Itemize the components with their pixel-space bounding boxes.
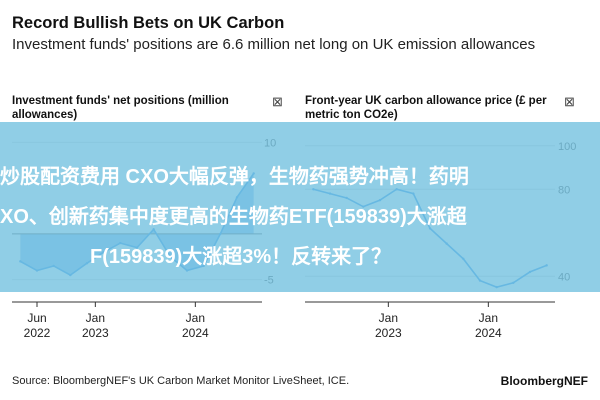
close-box-icon[interactable]: ⊠ <box>564 94 575 109</box>
x-tick-label: 2022 <box>24 326 51 340</box>
overlay-headline-line-1: 炒股配资费用 CXO大幅反弹，生物药强势冲高！药明 <box>0 166 469 188</box>
close-box-icon[interactable]: ⊠ <box>272 94 283 109</box>
overlay-headline-line-2: XO、创新药集中度更高的生物药ETF(159839)大涨超 <box>0 206 467 228</box>
x-tick-label: 2023 <box>375 326 402 340</box>
chart-subtitle: Investment funds' positions are 6.6 mill… <box>12 36 536 53</box>
x-tick-label: 2023 <box>82 326 109 340</box>
x-tick-label: Jan <box>186 311 205 325</box>
x-tick-label: Jan <box>379 311 398 325</box>
x-tick-label: Jan <box>86 311 105 325</box>
brand-logo-text: BloombergNEF <box>500 374 588 388</box>
overlay-banner <box>0 122 600 292</box>
right-panel-title: Front-year UK carbon allowance price (£ … <box>305 95 547 121</box>
x-tick-label: 2024 <box>475 326 502 340</box>
chart-title: Record Bullish Bets on UK Carbon <box>12 14 285 32</box>
source-note: Source: BloombergNEF's UK Carbon Market … <box>12 375 350 387</box>
left-panel-title: Investment funds' net positions (million… <box>12 95 229 121</box>
overlay-headline-line-3: F(159839)大涨超3%！反转来了？ <box>90 246 392 268</box>
x-tick-label: Jan <box>479 311 498 325</box>
x-tick-label: Jun <box>27 311 46 325</box>
x-tick-label: 2024 <box>182 326 209 340</box>
